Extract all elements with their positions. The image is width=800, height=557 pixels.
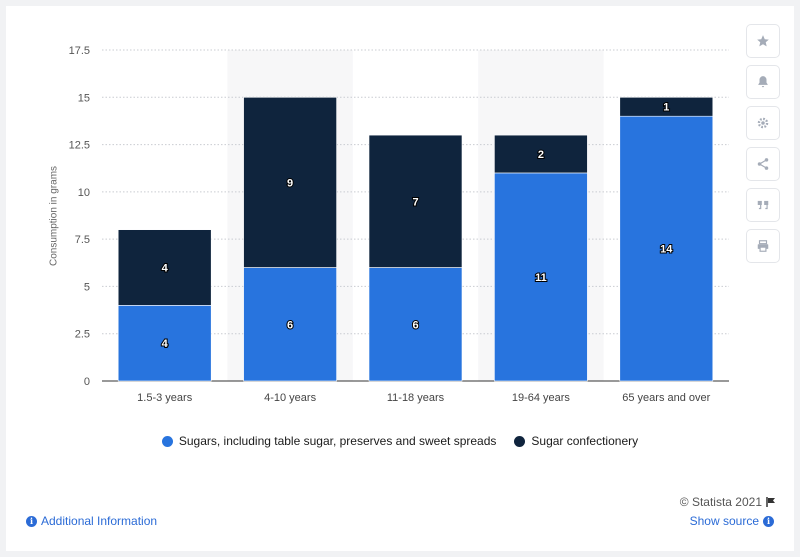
legend-dot-confectionery (514, 435, 526, 447)
data-label: 6 (412, 319, 418, 331)
y-tick-label: 2.5 (75, 329, 90, 341)
y-tick-label: 7.5 (75, 234, 90, 246)
legend-dot-sugars (161, 435, 173, 447)
x-tick-label: 65 years and over (622, 392, 710, 404)
chart-svg: 0 2.5 5 7.5 10 12.5 15 17.5 4 4 1.5-3 years 6 9 4-10 … (69, 45, 729, 404)
info-icon: i (26, 515, 37, 527)
star-icon[interactable] (746, 24, 780, 58)
data-label: 4 (162, 338, 169, 350)
legend-item-sugars[interactable]: Sugars, including table sugar, preserves… (161, 434, 497, 448)
data-label: 9 (287, 177, 293, 189)
legend-label-confectionery: Sugar confectionery (531, 434, 639, 448)
legend-label-sugars: Sugars, including table sugar, preserves… (178, 434, 497, 448)
toolbar (746, 24, 780, 263)
data-label: 6 (287, 319, 293, 331)
show-source-link[interactable]: Show source i (690, 514, 774, 528)
data-label: 1 (663, 102, 669, 114)
share-icon[interactable] (746, 147, 780, 181)
data-label: 11 (535, 272, 547, 284)
source-info-icon: i (763, 515, 774, 527)
y-tick-label: 15 (78, 92, 90, 104)
bar-sugars (117, 305, 212, 382)
quote-icon[interactable] (746, 188, 780, 222)
x-tick-label: 11-18 years (387, 392, 445, 404)
show-source-label: Show source (689, 514, 759, 528)
bar-sugars (494, 172, 588, 382)
chart-card: 0 2.5 5 7.5 10 12.5 15 17.5 4 4 1.5-3 years 6 9 4-10 … (6, 6, 794, 551)
data-label: 14 (660, 244, 673, 256)
additional-information-label: Additional Information (41, 514, 158, 528)
print-icon[interactable] (746, 229, 780, 263)
bar-sugars (619, 115, 714, 382)
data-label: 4 (162, 263, 169, 275)
statista-credit[interactable]: © Statista 2021 (680, 495, 776, 509)
bar-confectionery (243, 96, 337, 268)
data-label: 2 (538, 149, 544, 161)
x-tick-label: 1.5-3 years (137, 392, 193, 404)
y-tick-label: 5 (84, 281, 90, 293)
data-label: 7 (412, 196, 418, 208)
x-tick-label: 19-64 years (512, 392, 571, 404)
bar-confectionery (368, 134, 463, 268)
bar-confectionery (117, 229, 212, 306)
y-tick-label: 0 (84, 376, 90, 388)
y-tick-label: 10 (78, 187, 90, 199)
credit-text: © Statista 2021 (679, 495, 762, 509)
y-tick-label: 12.5 (69, 140, 90, 152)
bar-confectionery (494, 134, 588, 174)
bar-confectionery (619, 96, 714, 117)
y-axis-title: Consumption in grams (48, 165, 60, 267)
additional-information-link[interactable]: i Additional Information (26, 514, 157, 528)
legend: Sugars, including table sugar, preserves… (6, 434, 794, 448)
flag-icon (766, 497, 775, 507)
gear-icon[interactable] (746, 106, 780, 140)
legend-item-confectionery[interactable]: Sugar confectionery (514, 434, 638, 448)
bell-icon[interactable] (746, 65, 780, 99)
y-tick-label: 17.5 (69, 45, 90, 57)
x-tick-label: 4-10 years (264, 392, 316, 404)
